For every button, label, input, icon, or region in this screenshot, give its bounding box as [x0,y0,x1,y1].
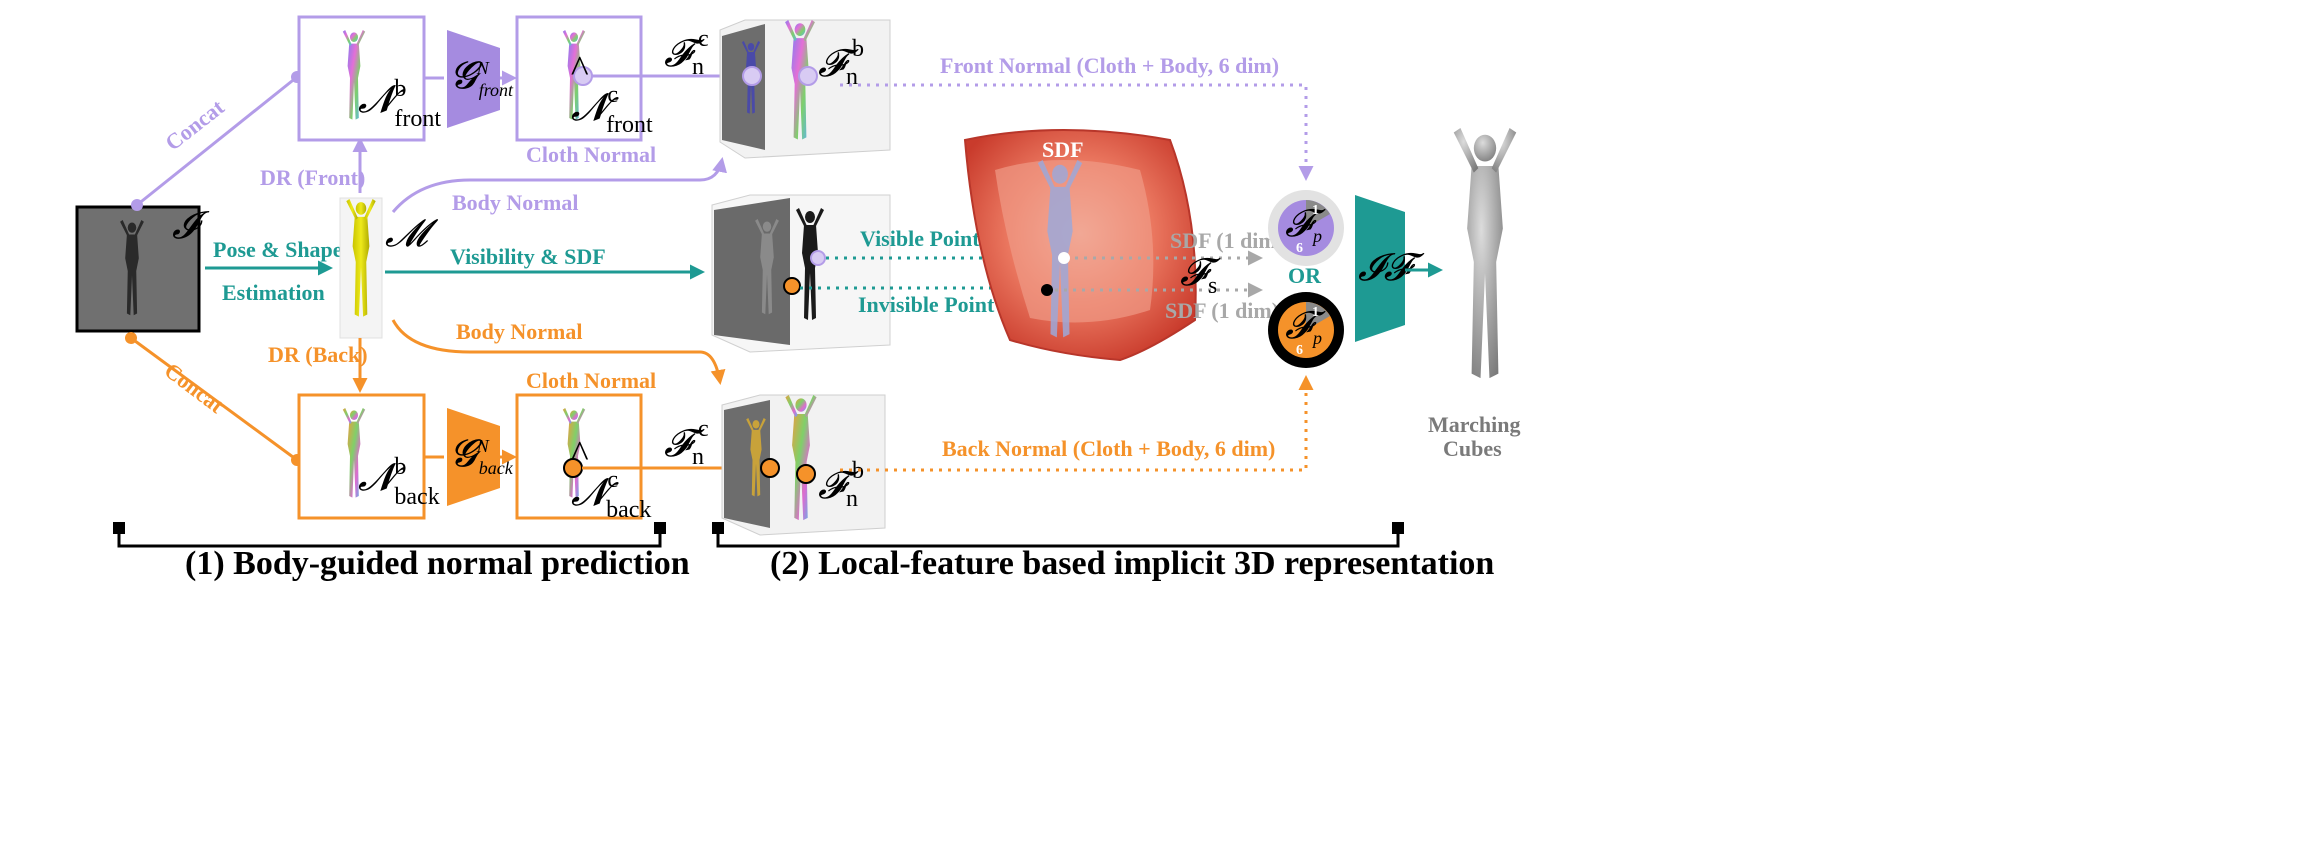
front-generator: 𝓖N front [447,30,514,128]
sdf-invisible-point [1041,284,1053,296]
or-label: OR [1288,263,1322,288]
back-body-normal-box: 𝓝b back [297,393,440,520]
visible-point-label: Visible Point [860,226,980,251]
front-body-normal-box: 𝓝b front [297,15,441,142]
front-plot-point-a [742,66,762,86]
pie-top-sdf-slice [1306,200,1330,228]
dr-front-edge: DR (Front) [260,137,368,193]
back-generator-trapezoid [447,408,500,506]
sdf-top-label: SDF (1 dim) [1170,228,1284,253]
section-one-bracket: (1) Body-guided normal prediction [113,522,690,582]
back-feature-cloth-symbol: 𝓕nc [664,416,709,470]
visible-point-edge: Visible Point [826,226,1043,266]
concat-bottom-label: Concat [160,358,229,419]
front-generator-trapezoid [447,30,500,128]
visibility-sdf-label: Visibility & SDF [450,244,606,269]
section-two-handle-left [712,522,724,534]
implicit-function-trapezoid [1355,195,1405,342]
front-point-cloud-plot: 𝓕nb [719,19,891,159]
front-cloth-normal-box: 𝓝c front ^ Cloth Normal [515,15,656,167]
body-normal-top-edge: Body Normal [391,157,727,215]
concat-top-dot-start [131,199,143,211]
pose-shape-label-2: Estimation [222,280,325,305]
section-one-title: (1) Body-guided normal prediction [185,545,690,582]
feature-pie-bottom: 𝓕p 1 6 [1268,292,1344,368]
front-body-normal-symbol: 𝓝b front [358,76,441,132]
front-normal-edge: Front Normal (Cloth + Body, 6 dim) [840,53,1314,181]
section-one-handle-right [654,522,666,534]
sdf-inner-layer [995,160,1154,323]
back-plot-point-b [796,464,816,484]
front-cloth-normal-label: Cloth Normal [526,142,656,167]
back-point-cloud-plot: 𝓕nb [721,394,886,536]
pose-shape-label-1: Pose & Shape [213,237,343,262]
output-label-line1: Marching [1428,412,1520,437]
sdf-visible-point [1058,252,1070,264]
sdf-bottom-label: SDF (1 dim) [1165,298,1279,323]
back-cloth-normal-hat: ^ [570,434,589,476]
visibility-plot [711,194,891,353]
sdf-volume: SDF [963,129,1197,362]
back-cloth-normal-symbol: 𝓝c back [571,467,651,523]
section-two-handle-right [1392,522,1404,534]
sdf-feature-symbol: 𝓕s [1180,252,1221,299]
back-plot-point-a [760,458,780,478]
concat-top-label: Concat [160,94,229,155]
back-generator: 𝓖N back [447,408,514,506]
dr-front-label: DR (Front) [260,165,365,190]
dr-back-label: DR (Back) [268,342,368,367]
front-plot-point-b [798,66,818,86]
input-symbol: 𝓘 [172,205,210,247]
output-mesh-figure [1453,128,1517,379]
concat-top-edge: Concat [131,71,303,211]
pie-top-n6: 6 [1296,241,1303,256]
section-two-bracket: (2) Local-feature based implicit 3D repr… [712,522,1494,582]
sdf-top-edge: SDF (1 dim) [1075,228,1284,266]
back-normal-edge: Back Normal (Cloth + Body, 6 dim) [840,375,1314,472]
body-normal-bottom-label: Body Normal [456,319,583,344]
back-cloth-normal-label: Cloth Normal [526,368,656,393]
body-normal-top-label: Body Normal [452,190,579,215]
back-normal-label: Back Normal (Cloth + Body, 6 dim) [942,436,1275,461]
mesh-symbol: 𝓜 [385,213,439,255]
front-feature-cloth-symbol: 𝓕nc [664,26,709,80]
output-mesh: Marching Cubes [1428,128,1520,461]
front-feature-body-symbol: 𝓕nb [818,36,864,90]
back-feature-edge: 𝓕nc [582,416,762,470]
visibility-plot-visible-point [810,250,826,266]
concat-bottom-dot-start [125,332,137,344]
back-cloth-normal-box: 𝓝c back ^ Cloth Normal [515,368,656,523]
pose-shape-edge: Pose & Shape Estimation [205,237,343,305]
visibility-plot-back-wall [714,198,790,345]
pie-bottom-n6: 6 [1296,343,1303,358]
pie-top-n1: 1 [1312,203,1319,218]
dr-back-edge: DR (Back) [268,338,368,393]
body-normal-bottom-edge: Body Normal [391,319,726,385]
implicit-function: 𝓘𝓕 [1355,195,1443,342]
sdf-label: SDF [1042,137,1084,162]
feature-pie-top: 𝓕p 1 6 [1268,190,1344,266]
visibility-sdf-edge: Visibility & SDF [385,244,705,280]
front-cloth-normal-hat: ^ [570,49,589,91]
input-image: 𝓘 [75,205,210,333]
smpl-body-mesh: 𝓜 [339,197,439,339]
pie-bottom-n1: 1 [1312,305,1319,320]
implicit-function-symbol: 𝓘𝓕 [1358,247,1425,289]
section-two-title: (2) Local-feature based implicit 3D repr… [770,545,1494,582]
front-normal-label: Front Normal (Cloth + Body, 6 dim) [940,53,1279,78]
visibility-plot-invisible-point [783,277,801,295]
invisible-point-label: Invisible Point [858,292,995,317]
output-label-line2: Cubes [1443,436,1502,461]
back-body-normal-symbol: 𝓝b back [358,454,440,510]
section-one-handle-left [113,522,125,534]
sdf-bottom-edge: SDF (1 dim) [1055,282,1279,323]
pie-bottom-sdf-slice [1306,302,1330,330]
